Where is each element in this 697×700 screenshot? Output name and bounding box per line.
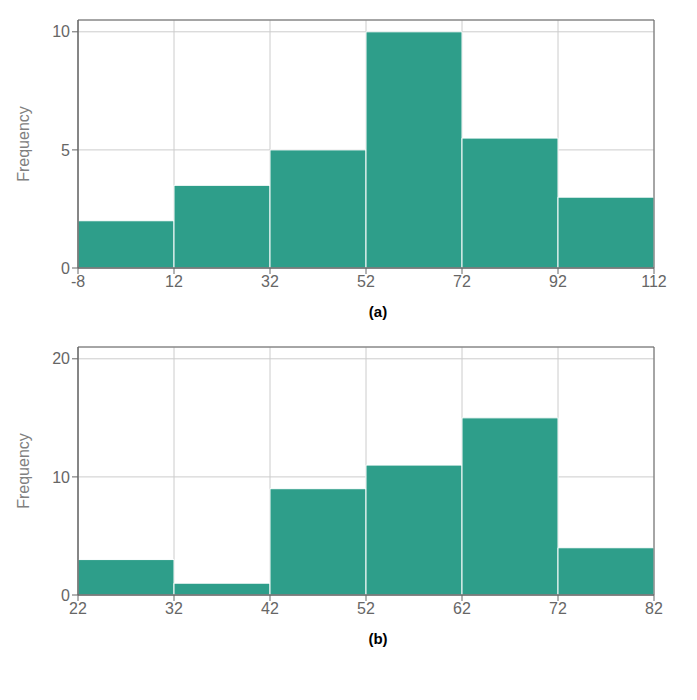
svg-text:10: 10: [52, 23, 70, 40]
svg-text:82: 82: [645, 600, 663, 617]
svg-text:Frequency: Frequency: [15, 106, 32, 182]
svg-text:20: 20: [52, 350, 70, 367]
svg-text:-8: -8: [71, 273, 85, 290]
svg-text:22: 22: [69, 600, 87, 617]
svg-text:5: 5: [61, 142, 70, 159]
html-text:(a): (a): [368, 303, 388, 320]
svg-text:32: 32: [165, 600, 183, 617]
svg-text:52: 52: [357, 600, 375, 617]
svg-text:52: 52: [357, 273, 375, 290]
svg-text:72: 72: [549, 600, 567, 617]
svg-text:72: 72: [453, 273, 471, 290]
svg-text:62: 62: [453, 600, 471, 617]
svg-text:12: 12: [165, 273, 183, 290]
svg-text:112: 112: [641, 273, 667, 290]
svg-text:42: 42: [261, 600, 279, 617]
svg-text:32: 32: [261, 273, 279, 290]
html-text:(b): (b): [368, 630, 388, 647]
svg-text:0: 0: [61, 260, 70, 277]
svg-text:92: 92: [549, 273, 567, 290]
svg-text:10: 10: [52, 469, 70, 486]
svg-text:Frequency: Frequency: [15, 433, 32, 509]
svg-text:0: 0: [61, 587, 70, 604]
